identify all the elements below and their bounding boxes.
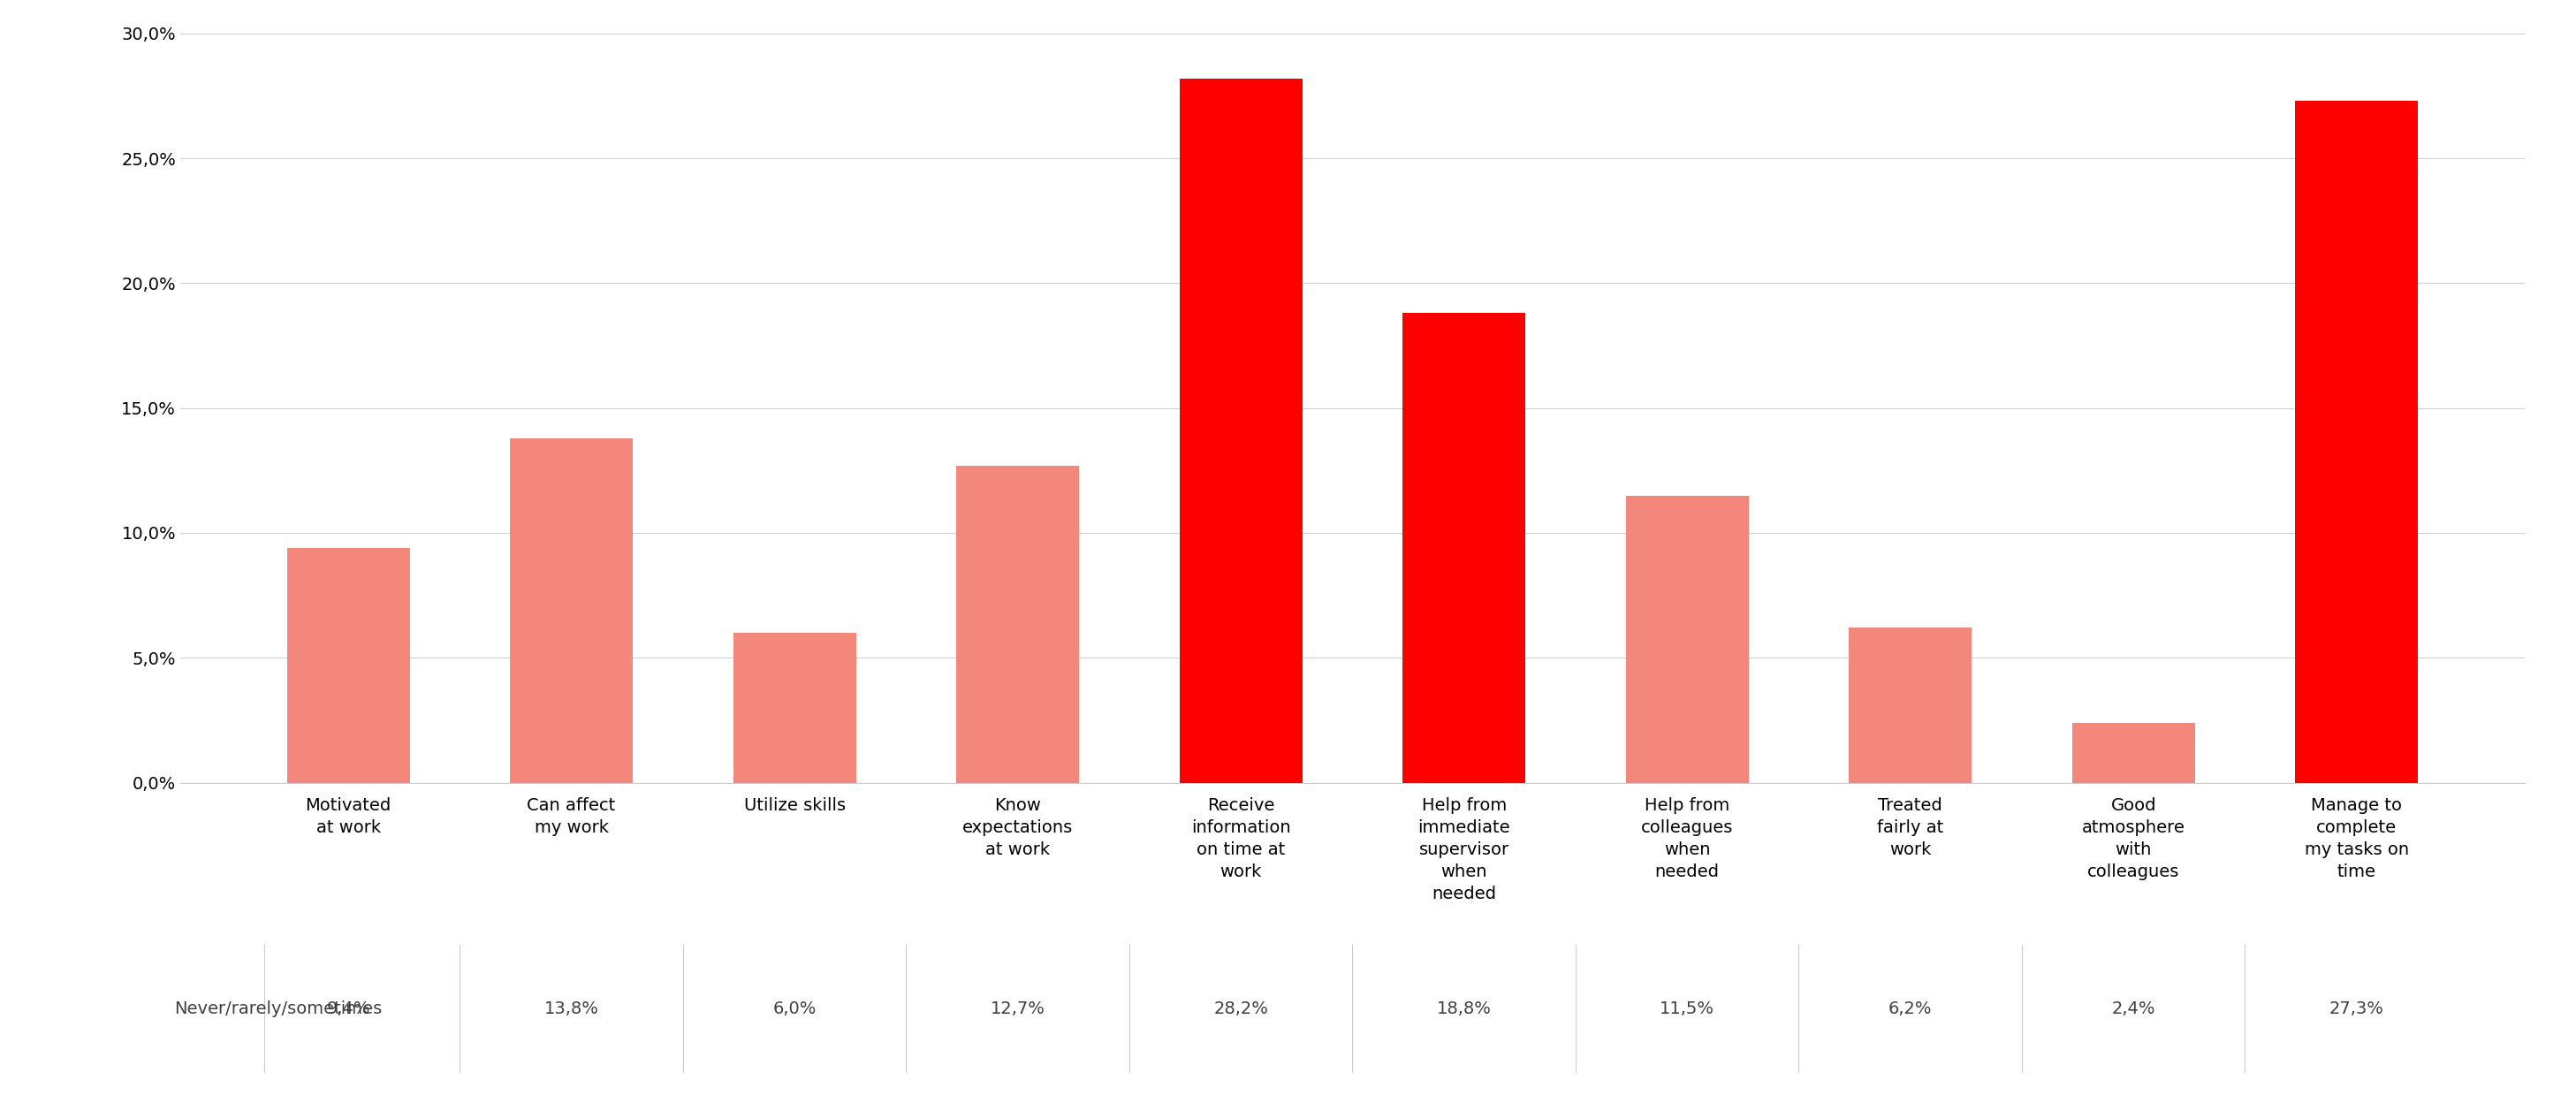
Bar [1625, 495, 1749, 783]
Bar [286, 548, 410, 783]
Text: 11,5%: 11,5% [1659, 1001, 1716, 1017]
Bar [956, 465, 1079, 783]
Text: Never/rarely/sometimes: Never/rarely/sometimes [175, 1001, 381, 1017]
Bar [1180, 78, 1303, 783]
Bar [59, 989, 147, 1029]
Bar [734, 633, 855, 783]
Text: 13,8%: 13,8% [544, 1001, 598, 1017]
Text: 9,4%: 9,4% [327, 1001, 371, 1017]
Text: 6,2%: 6,2% [1888, 1001, 1932, 1017]
Text: 12,7%: 12,7% [989, 1001, 1046, 1017]
Text: 2,4%: 2,4% [2112, 1001, 2156, 1017]
Text: 6,0%: 6,0% [773, 1001, 817, 1017]
Text: 27,3%: 27,3% [2329, 1001, 2383, 1017]
Bar [1850, 628, 1971, 783]
Text: 18,8%: 18,8% [1437, 1001, 1492, 1017]
Bar [1401, 313, 1525, 783]
Bar [2071, 722, 2195, 783]
Bar [510, 438, 634, 783]
Bar [2295, 101, 2419, 783]
Text: 28,2%: 28,2% [1213, 1001, 1267, 1017]
